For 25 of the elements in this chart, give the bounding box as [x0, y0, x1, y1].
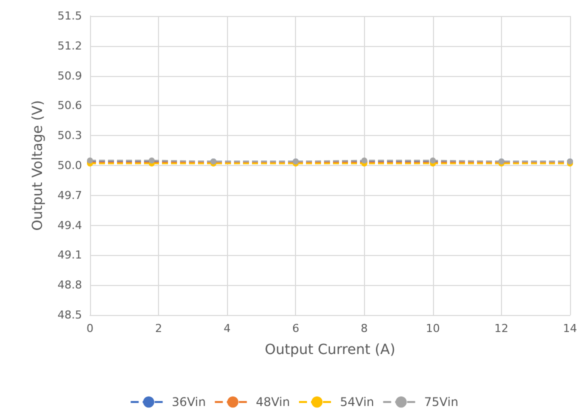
x-tick-label: 4: [224, 322, 231, 335]
x-axis-title: Output Current (A): [264, 342, 396, 358]
y-tick-label: 50.0: [58, 159, 82, 172]
legend-label: 54Vin: [340, 395, 374, 409]
y-tick-label: 50.6: [58, 99, 82, 112]
y-tick-label: 50.3: [58, 129, 82, 142]
legend-label: 75Vin: [424, 395, 458, 409]
y-tick-label: 49.7: [58, 188, 82, 202]
x-tick-label: 10: [426, 322, 440, 335]
y-tick-label: 49.4: [58, 218, 82, 232]
y-tick-label: 51.2: [58, 39, 82, 52]
y-tick-label: 49.1: [58, 248, 82, 262]
x-tick-label: 14: [563, 322, 577, 335]
x-tick-label: 12: [494, 322, 508, 335]
y-axis-title: Output Voltage (V): [30, 100, 46, 231]
y-tick-label: 50.9: [58, 69, 82, 82]
x-tick-label: 6: [292, 322, 300, 335]
legend-label: 36Vin: [172, 395, 206, 409]
x-tick-label: 8: [360, 322, 368, 335]
legend-label: 48Vin: [256, 395, 290, 409]
y-tick-label: 48.5: [58, 308, 82, 322]
x-tick-label: 0: [86, 322, 94, 335]
y-tick-label: 48.8: [58, 278, 82, 292]
y-tick-label: 51.5: [58, 10, 82, 22]
x-tick-label: 2: [155, 322, 162, 335]
